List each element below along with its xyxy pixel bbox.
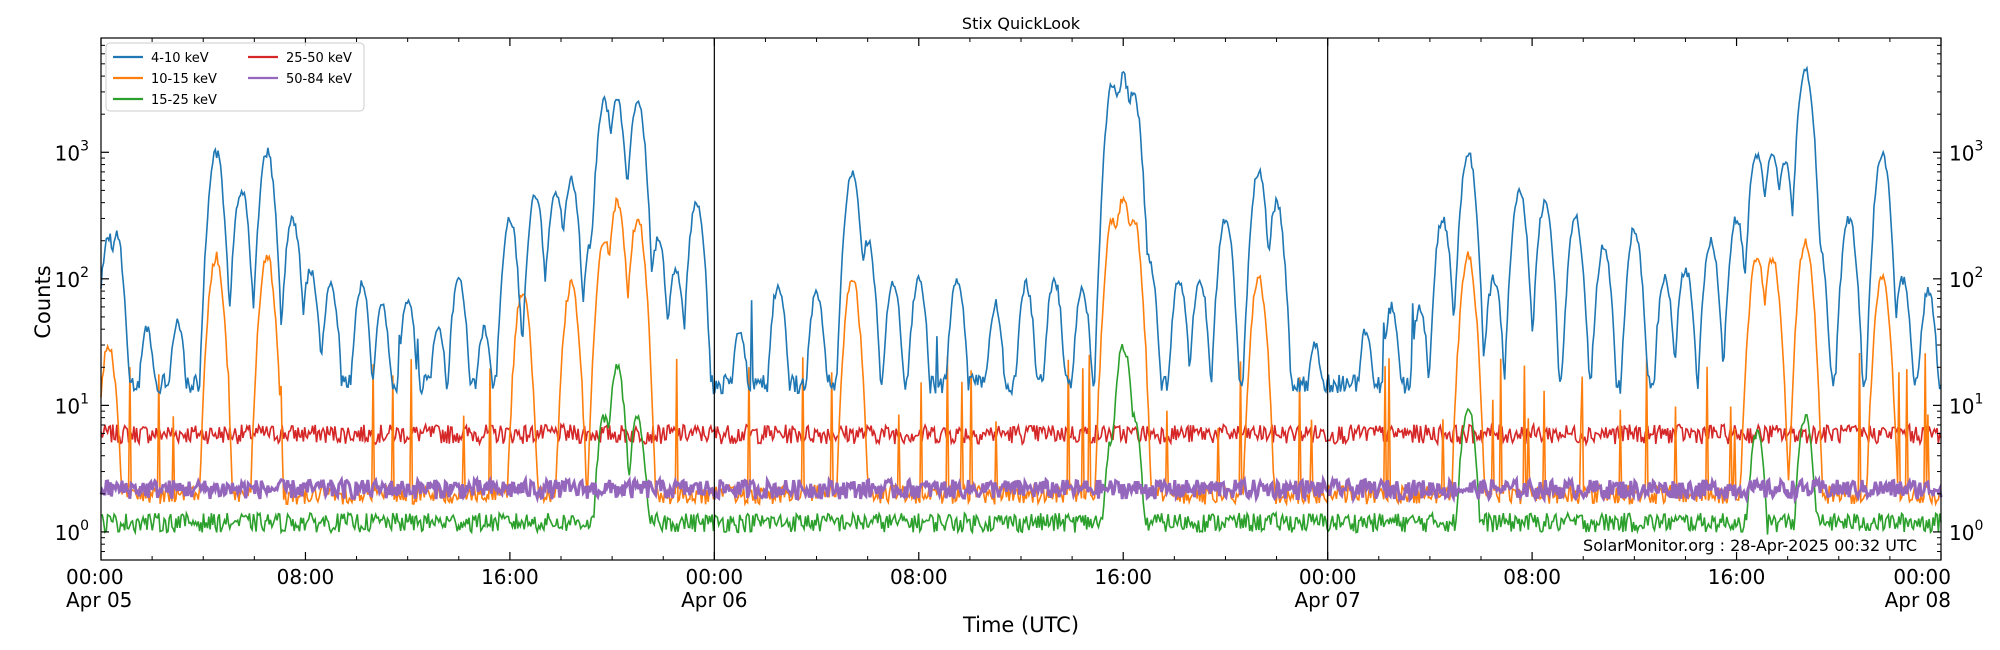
legend-label: 25-50 keV [286, 51, 352, 66]
y-tick-label: 101 [55, 391, 89, 418]
x-tick-date-label: Apr 05 [66, 588, 132, 612]
plot-frame [100, 37, 1942, 561]
series-line-4-10-kev [100, 65, 1942, 397]
series-layer [99, 65, 1943, 536]
x-tick-date-label: Apr 08 [1885, 588, 1951, 612]
x-tick-label: 00:00 [686, 565, 744, 589]
series-line-15-25-kev [100, 343, 1942, 536]
series-line-25-50-kev [100, 421, 1942, 447]
x-tick-label: 00:00 [1893, 565, 1951, 589]
y-tick-label: 100 [1949, 518, 1983, 545]
series-line-10-15-kev [100, 195, 1942, 507]
series-line-50-84-kev [99, 473, 1943, 505]
legend-label: 15-25 keV [151, 93, 217, 108]
x-tick-label: 00:00 [1299, 565, 1357, 589]
y-tick-label: 102 [55, 265, 89, 292]
y-tick-label: 103 [55, 138, 89, 165]
source-annotation: SolarMonitor.org : 28-Apr-2025 00:32 UTC [1583, 536, 1917, 555]
y-tick-label: 103 [1949, 138, 1983, 165]
y-tick-label: 102 [1949, 265, 1983, 292]
x-tick-label: 16:00 [481, 565, 539, 589]
x-tick-label: 00:00 [66, 565, 124, 589]
y-axis-label: Counts [31, 265, 55, 338]
legend: 4-10 keV 10-15 keV 15-25 keV 25-50 keV 50-84… [105, 42, 365, 112]
y-tick-label: 101 [1949, 391, 1983, 418]
x-tick-label: 08:00 [277, 565, 335, 589]
x-tick-label: 08:00 [1503, 565, 1561, 589]
legend-label: 10-15 keV [151, 72, 217, 87]
legend-box [105, 42, 365, 112]
y-tick-label: 100 [55, 518, 89, 545]
x-tick-label: 16:00 [1094, 565, 1152, 589]
x-tick-date-label: Apr 06 [681, 588, 747, 612]
legend-label: 4-10 keV [151, 51, 209, 66]
legend-label: 50-84 keV [286, 72, 352, 87]
x-axis-label: Time (UTC) [962, 613, 1079, 637]
x-tick-label: 16:00 [1708, 565, 1766, 589]
chart-title: Stix QuickLook [962, 14, 1081, 33]
x-tick-date-label: Apr 07 [1294, 588, 1360, 612]
x-tick-label: 08:00 [890, 565, 948, 589]
